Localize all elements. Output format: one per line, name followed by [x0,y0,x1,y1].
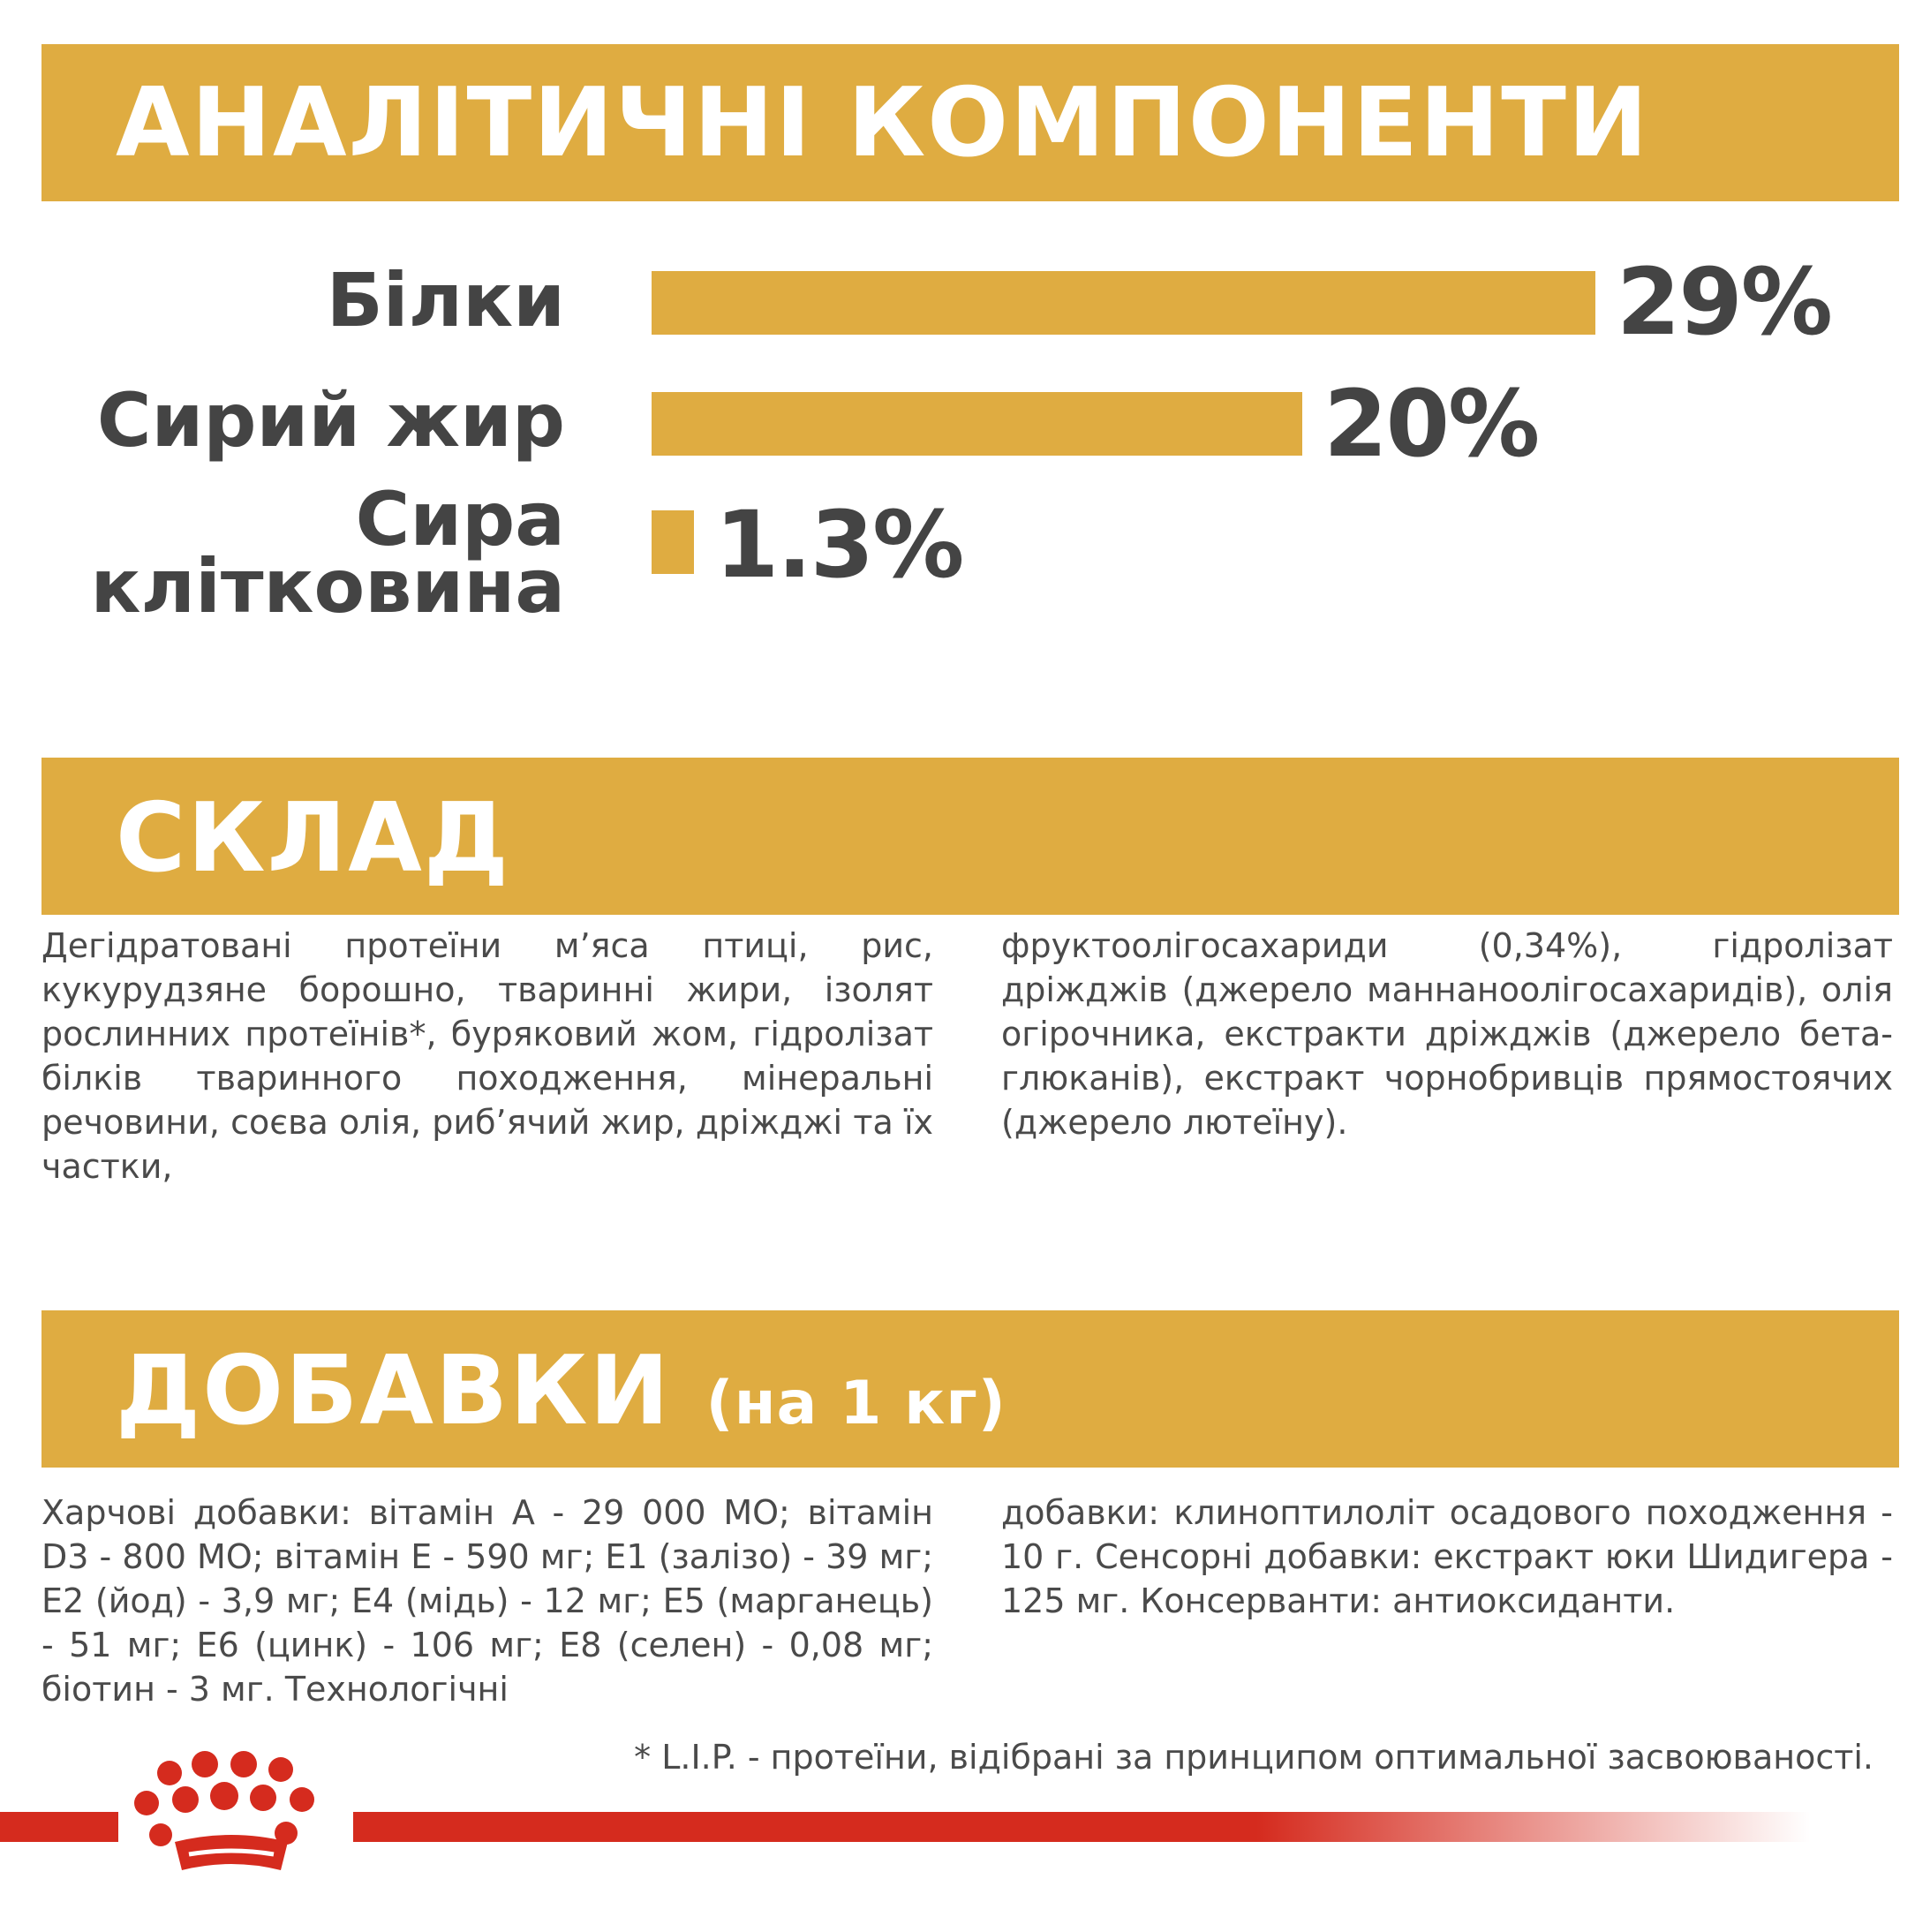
nutrient-label-fiber-line1: Сира [355,476,565,562]
royal-canin-crown-icon [134,1751,314,1870]
nutrient-bar-fiber [652,510,694,574]
nutrient-label-fat: Сирий жир [96,377,565,464]
footnote-lip: * L.I.P. - протеїни, відібрані за принци… [634,1738,1873,1777]
additives-text-col2: добавки: клиноптилоліт осадового походже… [1001,1493,1893,1620]
additives-title-main: ДОБАВКИ [116,1336,671,1446]
composition-text-col2: фруктоолігосахариди (0,34%), гідролізат … [1001,926,1893,1142]
composition-text-col1: Дегідратовані протеїни м’яса птиці, рис,… [41,926,933,1186]
nutrient-bar-protein [652,271,1595,335]
composition-title: СКЛАД [116,783,511,894]
additives-title-sub: (на 1 кг) [705,1369,1006,1438]
analytical-title: АНАЛІТИЧНІ КОМПОНЕНТИ [116,68,1650,178]
composition-header-band: СКЛАД [41,758,1899,915]
nutrient-value-protein: 29% [1617,248,1833,356]
nutrient-bar-fat [652,392,1303,456]
brand-stripe-left [0,1812,118,1842]
additives-header-band: ДОБАВКИ (на 1 кг) [41,1310,1899,1468]
additives-text-col1: Харчові добавки: вітамін А - 29 000 МО; … [41,1493,933,1709]
nutrient-label-fiber-line2: клітковина [90,543,565,630]
nutrient-label-protein: Білки [326,257,565,343]
analytical-header-band: АНАЛІТИЧНІ КОМПОНЕНТИ [41,44,1899,201]
nutrient-value-fat: 20% [1323,370,1540,478]
additives-title: ДОБАВКИ (на 1 кг) [116,1344,1006,1439]
brand-stripe-right [353,1812,1810,1842]
nutrient-value-fiber: 1.3% [714,491,964,599]
